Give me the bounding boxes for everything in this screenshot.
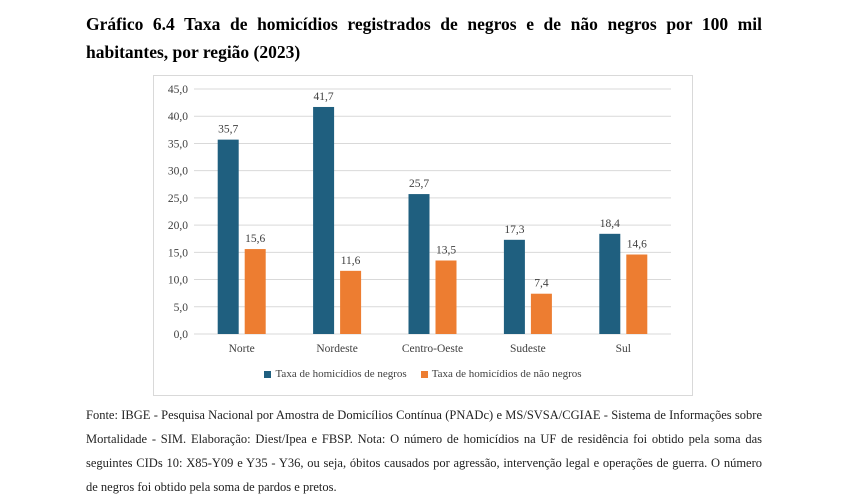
data-label: 18,4 xyxy=(600,218,620,230)
x-tick-label: Sudeste xyxy=(510,343,546,355)
bar-nao-negros xyxy=(244,249,266,334)
bar-nao-negros xyxy=(340,270,362,334)
y-tick-label: 10,0 xyxy=(168,275,188,287)
bar-nao-negros xyxy=(626,254,648,334)
legend-item-nao-negros: Taxa de homicídios de não negros xyxy=(420,368,582,380)
chart-title: Gráfico 6.4 Taxa de homicídios registrad… xyxy=(86,14,762,62)
x-tick-label: Sul xyxy=(616,343,631,355)
bar-negros xyxy=(503,239,525,334)
data-label: 14,6 xyxy=(627,239,647,251)
x-tick-label: Nordeste xyxy=(316,343,358,355)
data-label: 13,5 xyxy=(436,245,456,257)
data-label: 11,6 xyxy=(341,255,361,267)
chart-area: 0,0 5,0 10,0 15,0 20,0 25,0 30,0 35,0 40,0 45,0 35… xyxy=(153,75,693,396)
bar-chart: 0,0 5,0 10,0 15,0 20,0 25,0 30,0 35,0 40,0 45,0 35… xyxy=(168,84,671,355)
bar-negros xyxy=(408,194,430,334)
legend-swatch-nao-negros xyxy=(420,370,428,378)
data-label: 25,7 xyxy=(409,178,429,190)
bar-negros xyxy=(599,233,621,334)
y-tick-label: 15,0 xyxy=(168,247,188,259)
legend-label-negros: Taxa de homicídios de negros xyxy=(275,368,407,380)
y-tick-label: 20,0 xyxy=(168,220,188,232)
legend: Taxa de homicídios de negros Taxa de hom… xyxy=(154,368,692,380)
x-tick-label: Centro-Oeste xyxy=(402,343,463,355)
y-tick-label: 5,0 xyxy=(174,302,189,314)
bar-negros xyxy=(217,139,239,334)
data-label: 35,7 xyxy=(218,124,238,136)
y-tick-label: 45,0 xyxy=(168,84,188,96)
legend-label-nao-negros: Taxa de homicídios de não negros xyxy=(431,368,582,380)
data-label: 7,4 xyxy=(534,278,549,290)
data-label: 17,3 xyxy=(504,224,524,236)
y-tick-label: 0,0 xyxy=(174,329,189,341)
x-tick-label: Norte xyxy=(229,343,255,355)
y-tick-label: 35,0 xyxy=(168,138,188,150)
y-tick-label: 40,0 xyxy=(168,111,188,123)
y-tick-label: 30,0 xyxy=(168,166,188,178)
data-label: 41,7 xyxy=(314,91,334,103)
source-note: Fonte: IBGE - Pesquisa Nacional por Amos… xyxy=(86,408,762,494)
data-label: 15,6 xyxy=(245,233,265,245)
bar-negros xyxy=(313,106,335,334)
y-tick-label: 25,0 xyxy=(168,193,188,205)
legend-item-negros: Taxa de homicídios de negros xyxy=(264,368,407,380)
bar-nao-negros xyxy=(530,293,552,334)
bar-nao-negros xyxy=(435,260,457,334)
legend-swatch-negros xyxy=(264,370,272,378)
